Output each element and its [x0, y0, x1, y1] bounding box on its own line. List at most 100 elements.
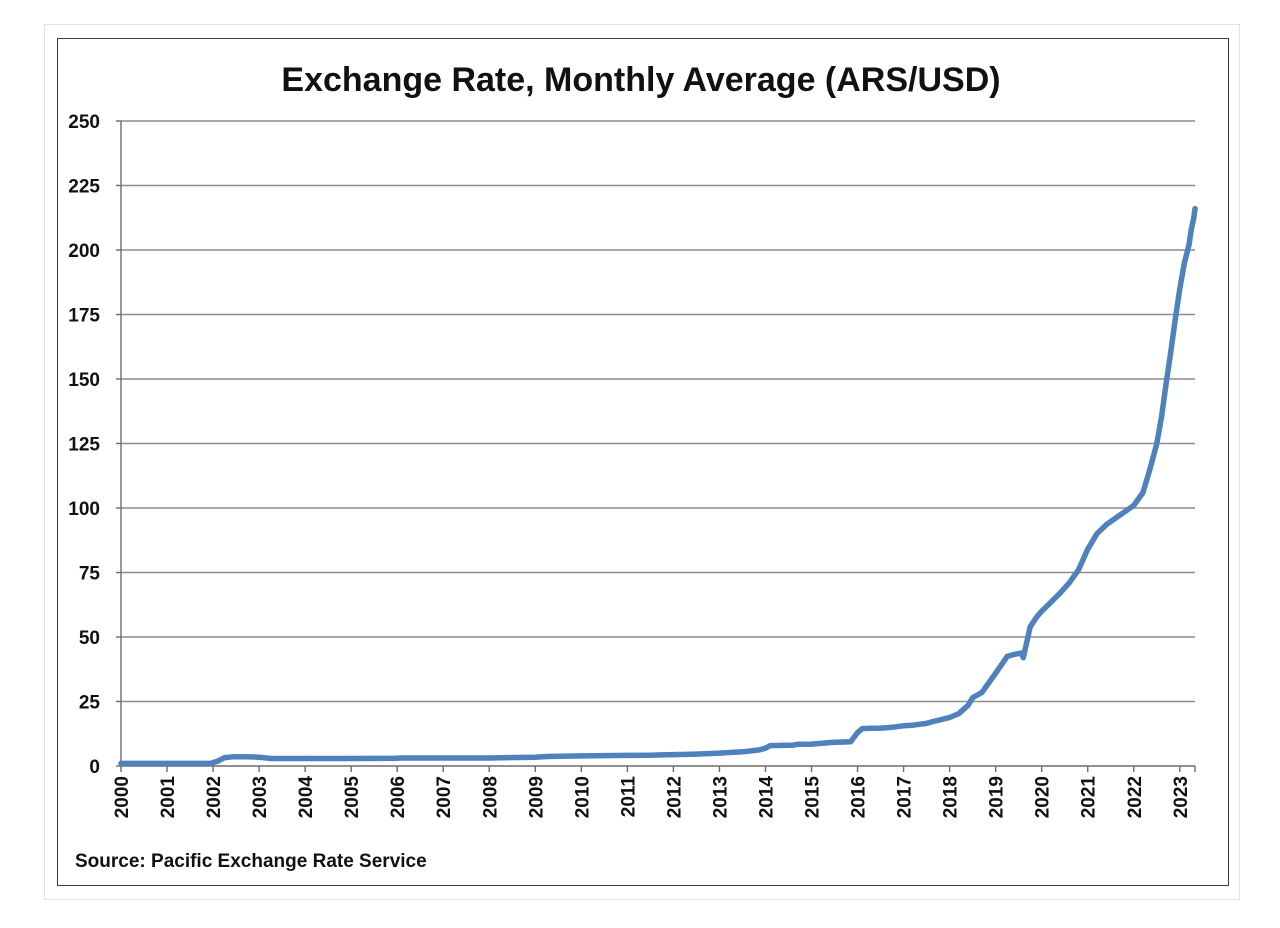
data-point — [965, 702, 971, 709]
x-tick-label: 2018 — [941, 776, 962, 818]
data-point — [544, 753, 550, 760]
data-point — [578, 753, 585, 759]
data-point — [1004, 653, 1010, 660]
y-tick-label: 50 — [79, 628, 100, 649]
y-tick-label: 175 — [68, 306, 100, 327]
data-point — [878, 725, 884, 731]
data-point — [947, 714, 953, 721]
data-point — [979, 689, 985, 696]
data-point — [859, 726, 865, 732]
data-point — [268, 755, 274, 762]
y-tick-labels: 0 25 50 75 100 125 150 175 200 225 250 — [68, 112, 100, 778]
x-tick-label: 2005 — [342, 776, 363, 819]
data-point — [1094, 531, 1100, 537]
y-tick-label: 0 — [89, 757, 100, 778]
data-point — [956, 711, 962, 717]
data-point — [790, 742, 796, 748]
data-point — [1034, 613, 1040, 620]
chart-border — [57, 38, 1229, 886]
data-point — [1147, 466, 1153, 472]
data-point — [440, 755, 446, 761]
x-tick-label: 2019 — [987, 776, 1008, 818]
data-point — [1011, 651, 1017, 658]
data-point — [1186, 242, 1192, 248]
x-tick-label: 2000 — [112, 776, 133, 818]
x-tick-label: 2020 — [1033, 776, 1054, 818]
series-line-ARS/USD — [118, 205, 1198, 767]
data-point — [924, 720, 930, 727]
data-point — [1018, 650, 1024, 656]
data-point — [399, 755, 405, 761]
y-tick-label: 25 — [79, 693, 101, 714]
data-point — [647, 752, 654, 758]
x-tick-label: 2022 — [1125, 776, 1146, 818]
data-point — [795, 741, 801, 747]
x-tick-label: 2016 — [849, 776, 870, 818]
y-tick-label: 225 — [68, 177, 100, 198]
data-point — [1188, 226, 1194, 232]
data-point — [118, 760, 124, 767]
data-point — [256, 754, 262, 760]
x-tick-label: 2004 — [296, 776, 317, 819]
y-tick-label: 250 — [68, 112, 100, 133]
x-tick-label: 2010 — [572, 776, 593, 818]
y-tick-label: 75 — [79, 564, 101, 585]
gridlines — [121, 120, 1195, 703]
x-tick-label: 2007 — [434, 776, 455, 818]
x-tick-label: 2009 — [526, 776, 547, 818]
data-point — [392, 755, 398, 761]
series-group — [118, 205, 1198, 767]
data-point — [1191, 216, 1197, 222]
x-tick-label: 2017 — [895, 776, 916, 818]
data-point — [822, 740, 828, 746]
data-point — [659, 752, 665, 758]
axes — [116, 120, 1196, 772]
data-point — [1048, 599, 1054, 605]
data-point — [855, 729, 861, 736]
data-point — [1075, 567, 1082, 573]
x-tick-label: 2011 — [618, 776, 639, 818]
data-point — [930, 718, 937, 725]
x-tick-label: 2001 — [158, 776, 179, 819]
data-point — [1192, 206, 1198, 212]
data-point — [910, 722, 916, 728]
data-point — [756, 747, 762, 753]
data-point — [624, 752, 631, 759]
data-point — [1181, 260, 1187, 266]
x-tick-label: 2013 — [710, 776, 731, 818]
data-point — [222, 755, 228, 761]
data-point — [827, 739, 833, 746]
data-point — [1131, 502, 1137, 508]
data-point — [1103, 522, 1109, 528]
data-point — [1122, 509, 1128, 515]
x-tick-label: 2023 — [1171, 776, 1192, 818]
y-tick-label: 125 — [68, 435, 100, 456]
data-point — [1140, 489, 1146, 496]
x-tick-label: 2002 — [204, 776, 225, 818]
data-point — [762, 745, 769, 751]
data-point — [970, 695, 976, 701]
data-point — [215, 758, 221, 764]
data-point — [889, 724, 895, 730]
chart-title: Exchange Rate, Monthly Average (ARS/USD) — [281, 61, 1000, 99]
x-tick-label: 2014 — [756, 776, 777, 819]
data-point — [242, 754, 248, 760]
data-point — [808, 741, 815, 747]
x-tick-label: 2003 — [250, 776, 271, 818]
data-point — [1154, 440, 1160, 447]
data-point — [348, 755, 354, 762]
x-tick-labels: 2000 2001 2002 2003 2004 2005 2006 2007 2008 2009… — [112, 776, 1192, 819]
x-tick-label: 2015 — [803, 776, 824, 819]
data-point — [1172, 317, 1178, 323]
data-point — [1177, 286, 1183, 292]
data-point — [231, 754, 237, 760]
data-point — [1039, 608, 1045, 614]
data-point — [164, 760, 170, 767]
data-point — [532, 754, 538, 760]
data-point — [1085, 546, 1091, 552]
y-tick-label: 100 — [68, 499, 100, 520]
source-note: Source: Pacific Exchange Rate Service — [75, 851, 427, 872]
data-point — [486, 755, 492, 761]
data-point — [1066, 580, 1072, 586]
